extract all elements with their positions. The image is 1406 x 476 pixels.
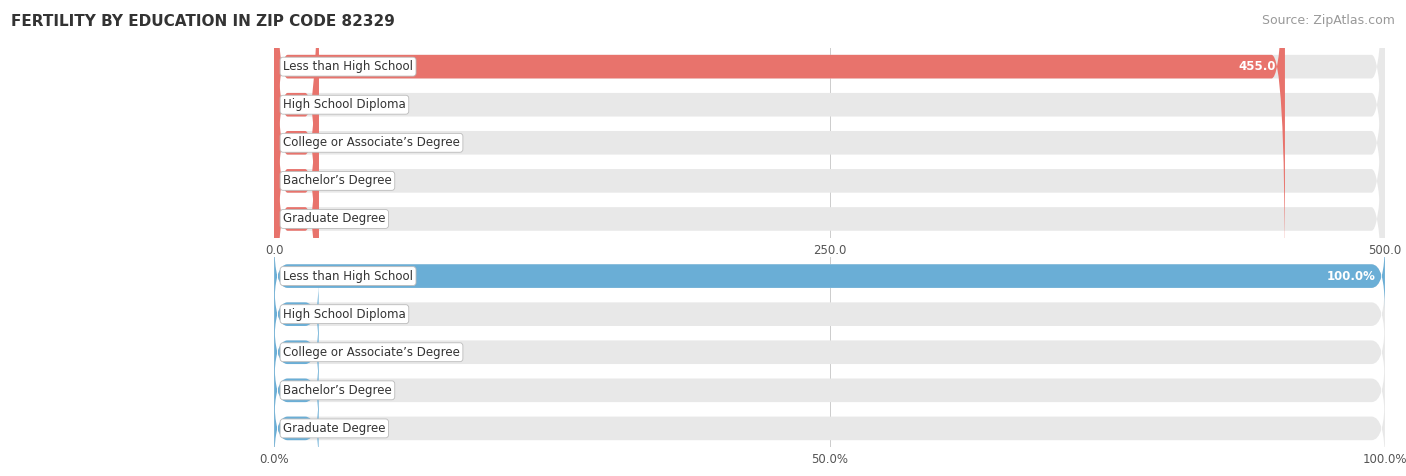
Text: 0.0: 0.0 bbox=[332, 174, 350, 188]
FancyBboxPatch shape bbox=[274, 318, 1385, 386]
FancyBboxPatch shape bbox=[274, 0, 319, 321]
Text: 455.0: 455.0 bbox=[1239, 60, 1277, 73]
Text: 0.0%: 0.0% bbox=[332, 384, 361, 397]
FancyBboxPatch shape bbox=[274, 280, 1385, 348]
FancyBboxPatch shape bbox=[274, 242, 1385, 310]
FancyBboxPatch shape bbox=[274, 0, 1285, 283]
FancyBboxPatch shape bbox=[274, 2, 1385, 436]
FancyBboxPatch shape bbox=[274, 395, 1385, 462]
FancyBboxPatch shape bbox=[274, 0, 1385, 321]
FancyBboxPatch shape bbox=[274, 0, 1385, 397]
FancyBboxPatch shape bbox=[274, 395, 319, 462]
Text: 100.0%: 100.0% bbox=[1327, 269, 1376, 283]
Text: High School Diploma: High School Diploma bbox=[283, 98, 406, 111]
FancyBboxPatch shape bbox=[274, 2, 319, 436]
Text: Less than High School: Less than High School bbox=[283, 60, 413, 73]
Text: High School Diploma: High School Diploma bbox=[283, 307, 406, 321]
Text: College or Associate’s Degree: College or Associate’s Degree bbox=[283, 346, 460, 359]
Text: Graduate Degree: Graduate Degree bbox=[283, 212, 385, 226]
Text: Graduate Degree: Graduate Degree bbox=[283, 422, 385, 435]
Text: Less than High School: Less than High School bbox=[283, 269, 413, 283]
Text: 0.0%: 0.0% bbox=[332, 307, 361, 321]
Text: College or Associate’s Degree: College or Associate’s Degree bbox=[283, 136, 460, 149]
Text: 0.0%: 0.0% bbox=[332, 422, 361, 435]
FancyBboxPatch shape bbox=[274, 280, 319, 348]
FancyBboxPatch shape bbox=[274, 0, 319, 397]
Text: 0.0: 0.0 bbox=[332, 98, 350, 111]
FancyBboxPatch shape bbox=[274, 0, 1385, 359]
Text: 0.0: 0.0 bbox=[332, 212, 350, 226]
Text: Bachelor’s Degree: Bachelor’s Degree bbox=[283, 384, 392, 397]
Text: FERTILITY BY EDUCATION IN ZIP CODE 82329: FERTILITY BY EDUCATION IN ZIP CODE 82329 bbox=[11, 14, 395, 30]
Text: Bachelor’s Degree: Bachelor’s Degree bbox=[283, 174, 392, 188]
FancyBboxPatch shape bbox=[274, 318, 319, 386]
FancyBboxPatch shape bbox=[274, 0, 319, 359]
Text: Source: ZipAtlas.com: Source: ZipAtlas.com bbox=[1261, 14, 1395, 27]
Text: 0.0%: 0.0% bbox=[332, 346, 361, 359]
FancyBboxPatch shape bbox=[274, 0, 1385, 283]
FancyBboxPatch shape bbox=[274, 357, 1385, 424]
Text: 0.0: 0.0 bbox=[332, 136, 350, 149]
FancyBboxPatch shape bbox=[274, 357, 319, 424]
FancyBboxPatch shape bbox=[274, 242, 1385, 310]
